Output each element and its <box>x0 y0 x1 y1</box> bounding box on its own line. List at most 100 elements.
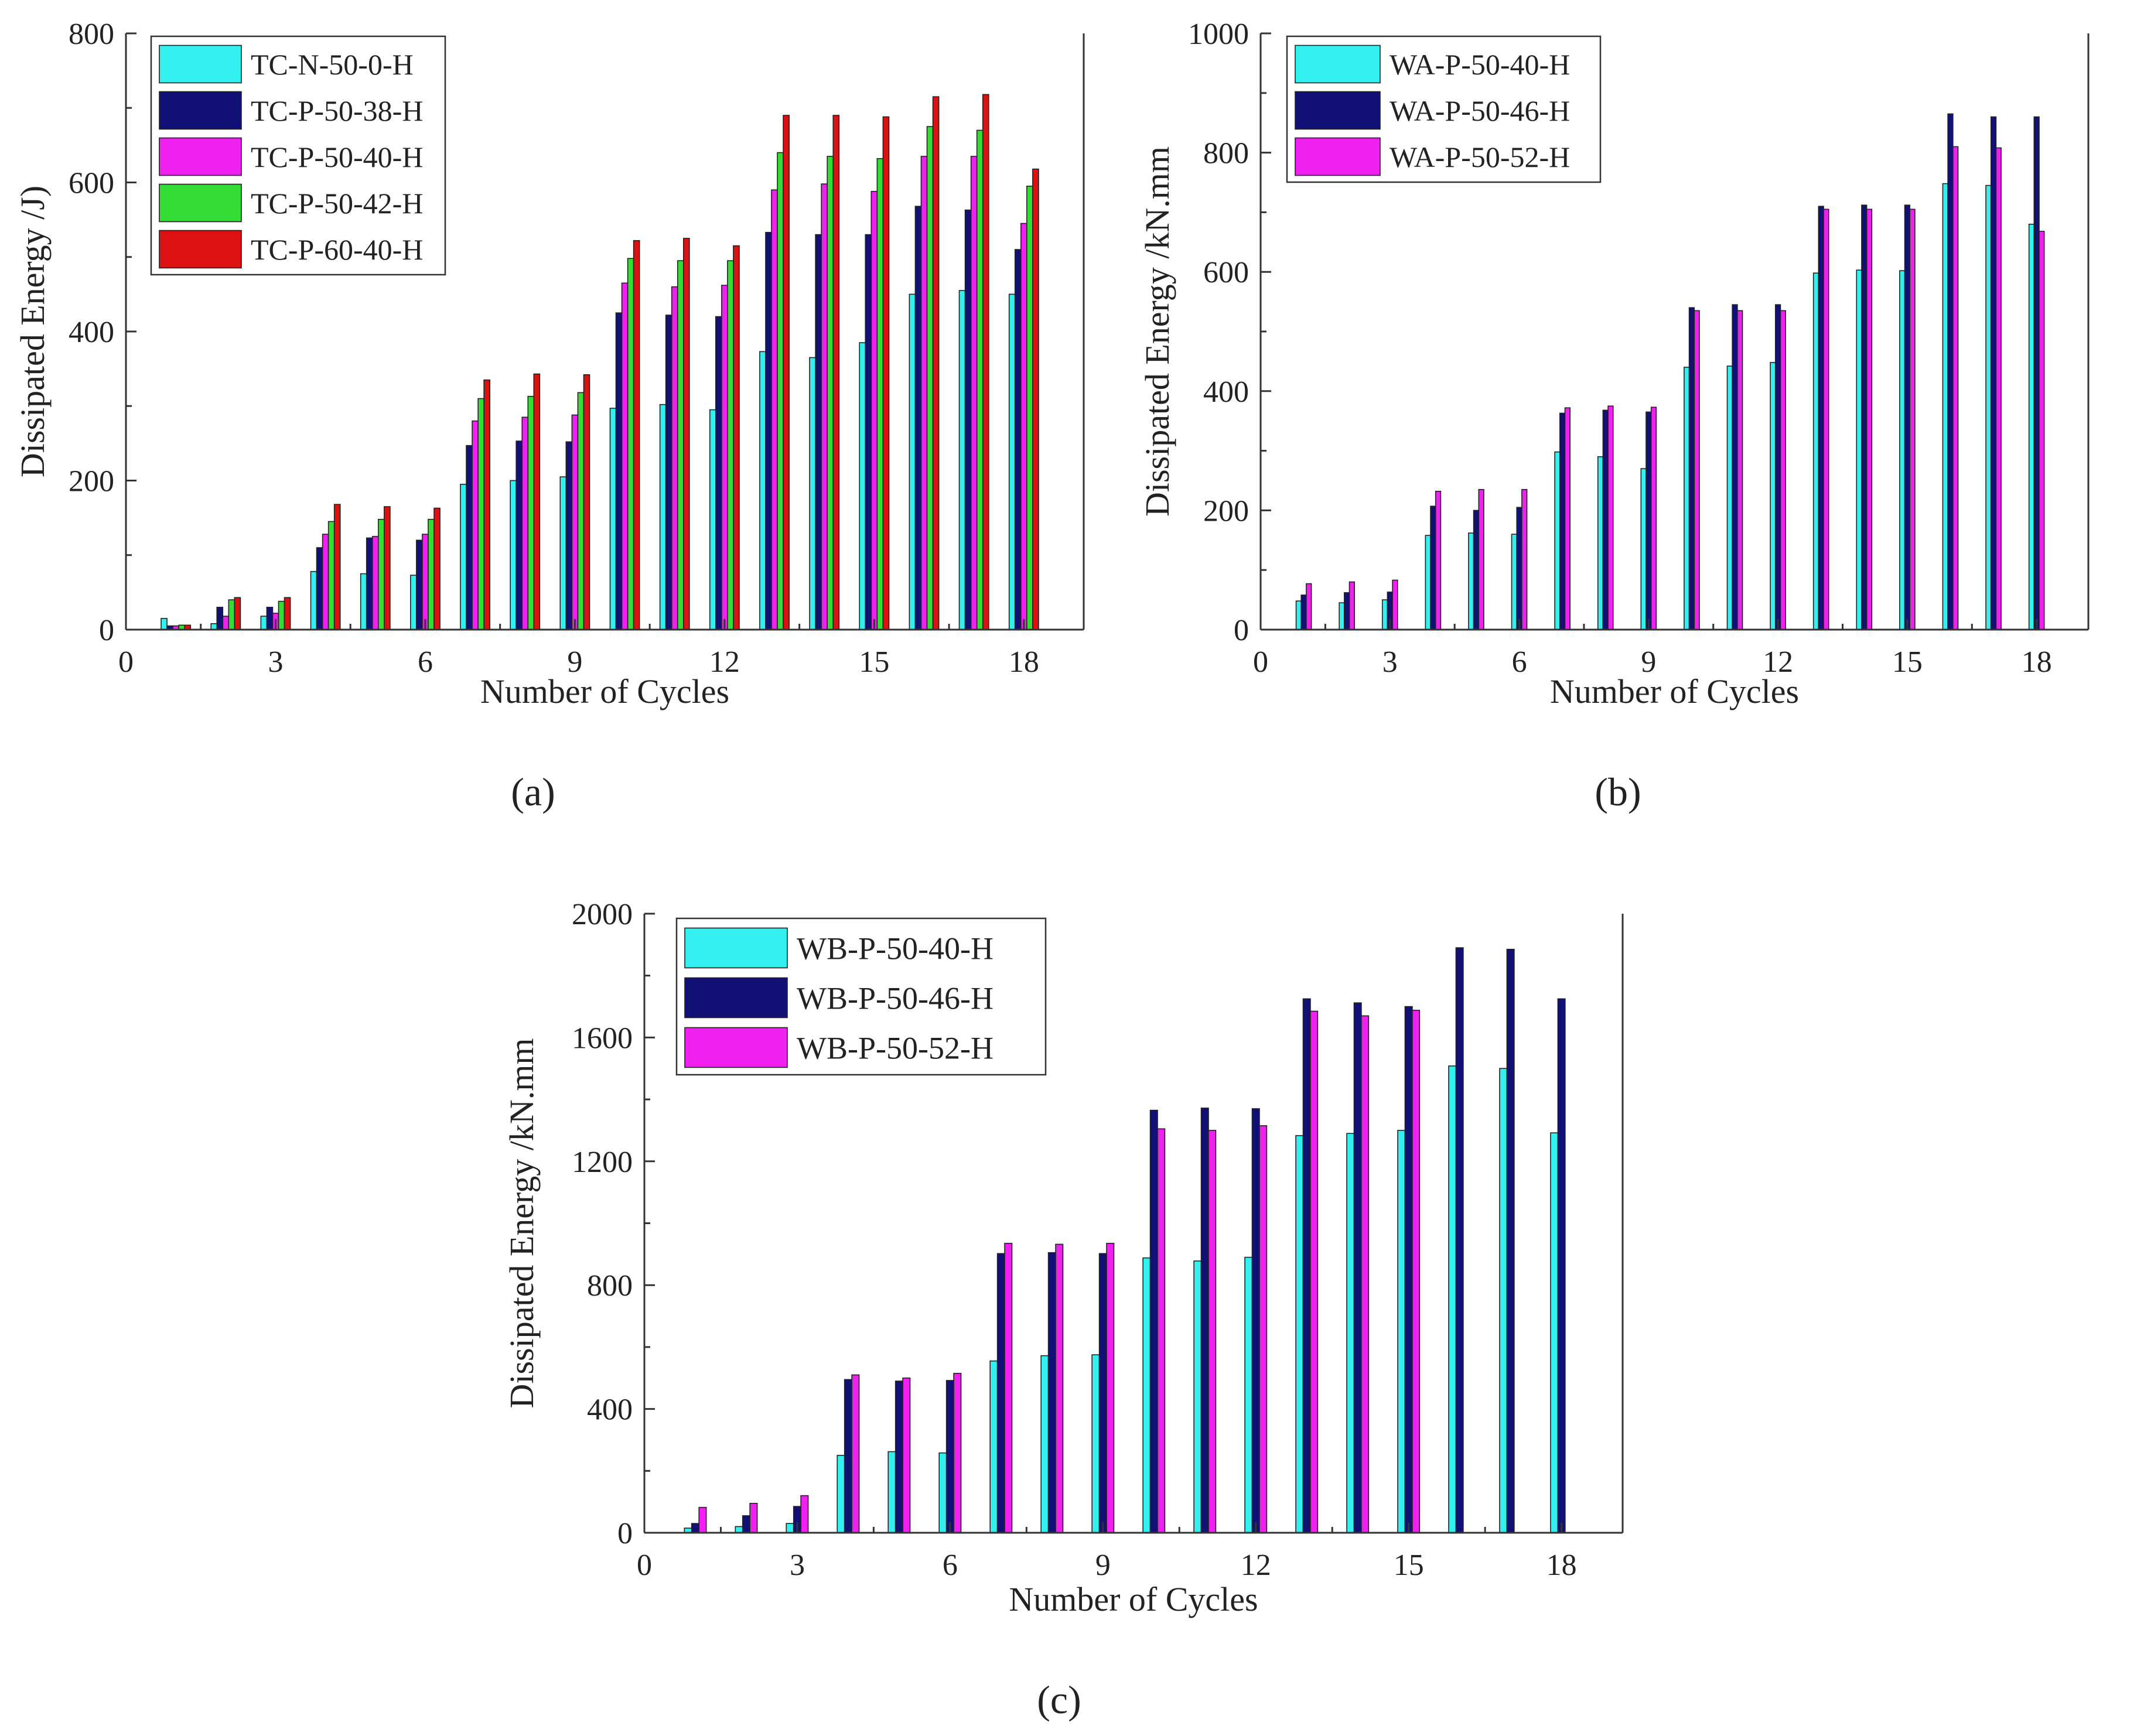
x-axis-label: Number of Cycles <box>480 672 729 710</box>
bar <box>958 290 966 630</box>
x-tick-label: 3 <box>1382 645 1398 679</box>
bar <box>821 183 828 630</box>
bar <box>360 573 367 630</box>
bar <box>1008 293 1016 630</box>
bar <box>1726 365 1733 630</box>
bar <box>527 395 535 630</box>
legend-label: TC-P-60-40-H <box>251 233 423 266</box>
legend-label: WA-P-50-46-H <box>1389 94 1570 127</box>
bar <box>733 245 740 630</box>
bar <box>851 1374 860 1533</box>
x-tick-label: 18 <box>1546 1549 1577 1582</box>
bar <box>1404 1006 1413 1533</box>
bar <box>633 240 640 630</box>
bar <box>844 1379 852 1533</box>
bar <box>1251 1108 1260 1533</box>
y-tick-label: 800 <box>69 18 114 51</box>
legend-label: TC-P-50-40-H <box>251 141 423 173</box>
bar <box>759 351 766 630</box>
bar <box>222 616 230 630</box>
bar <box>1554 451 1561 630</box>
x-tick-label: 15 <box>859 645 889 679</box>
bar <box>428 518 435 630</box>
y-axis-label: Dissipated Energy /kN.mm <box>1138 146 1176 517</box>
bar <box>682 238 690 630</box>
y-tick-label: 200 <box>69 465 114 498</box>
chart-c: 0 3 6 9 12 15 18 0 400 800 1200 1600 2000 Number of C… <box>503 898 1624 1618</box>
y-tick-label: 1600 <box>572 1021 633 1055</box>
bar <box>583 374 590 630</box>
bar <box>1302 998 1311 1533</box>
bar <box>260 616 268 630</box>
bar <box>1346 1133 1355 1533</box>
legend-swatch <box>684 927 788 969</box>
bar <box>1026 186 1033 630</box>
bar <box>809 357 816 630</box>
bar <box>521 416 529 630</box>
bar <box>1823 209 1829 630</box>
bar <box>832 115 840 630</box>
bar <box>609 408 617 630</box>
x-axis-label: Number of Cycles <box>1009 1580 1258 1618</box>
x-tick-label: 12 <box>1241 1549 1271 1582</box>
bar <box>1990 116 1997 630</box>
bar <box>2039 231 2045 630</box>
bar <box>1055 1243 1064 1533</box>
x-tick-label: 9 <box>567 645 582 679</box>
x-tick-label: 15 <box>1892 645 1923 679</box>
bar <box>800 1495 809 1533</box>
bar <box>466 445 473 630</box>
legend-label: TC-P-50-38-H <box>251 94 423 127</box>
bar <box>786 1523 794 1533</box>
x-tick-label: 6 <box>418 645 433 679</box>
y-tick-label: 400 <box>69 316 114 349</box>
bar <box>510 480 517 630</box>
bar <box>989 1360 998 1533</box>
bar <box>322 534 329 630</box>
bar <box>1737 310 1743 630</box>
x-tick-label: 9 <box>1641 645 1656 679</box>
bar <box>161 618 168 630</box>
bar <box>1607 405 1614 630</box>
bar <box>1361 1015 1370 1533</box>
bar <box>1344 592 1350 630</box>
bar <box>433 507 441 630</box>
chart-a: 0 3 6 9 12 15 18 0 200 400 600 800 Number of Cycles D… <box>13 18 1085 710</box>
bar <box>565 441 573 630</box>
bar <box>742 1515 750 1533</box>
bar <box>316 547 323 630</box>
panel-label-a: (a) <box>511 770 555 814</box>
bar <box>914 206 922 630</box>
bar <box>887 1451 896 1533</box>
bar <box>1650 406 1657 630</box>
bar <box>1412 1010 1421 1533</box>
x-tick-label: 0 <box>118 645 134 679</box>
bar <box>996 1253 1005 1533</box>
bar <box>210 623 218 630</box>
panel-label-b: (b) <box>1595 770 1641 814</box>
bar <box>1478 488 1484 630</box>
x-tick-label: 15 <box>1394 1549 1424 1582</box>
bar <box>1952 146 1959 630</box>
bar <box>964 209 972 630</box>
y-tick-label: 0 <box>617 1517 633 1550</box>
bar <box>1904 204 1911 630</box>
bar <box>483 379 491 630</box>
bar <box>698 1506 707 1533</box>
legend-swatch <box>159 91 242 130</box>
bar <box>1774 304 1781 630</box>
bar <box>982 94 989 630</box>
y-tick-label: 1200 <box>572 1146 633 1179</box>
x-tick-label: 3 <box>790 1549 805 1582</box>
y-tick-label: 1000 <box>1188 18 1249 51</box>
bar <box>727 260 734 630</box>
legend-swatch <box>1295 45 1381 84</box>
bar <box>1780 310 1786 630</box>
bar <box>1032 168 1039 630</box>
bar <box>827 156 834 630</box>
legend-label: WA-P-50-52-H <box>1389 141 1570 173</box>
bar <box>976 129 984 630</box>
bar <box>1157 1128 1166 1533</box>
bar <box>882 116 890 630</box>
bar <box>1004 1243 1013 1533</box>
